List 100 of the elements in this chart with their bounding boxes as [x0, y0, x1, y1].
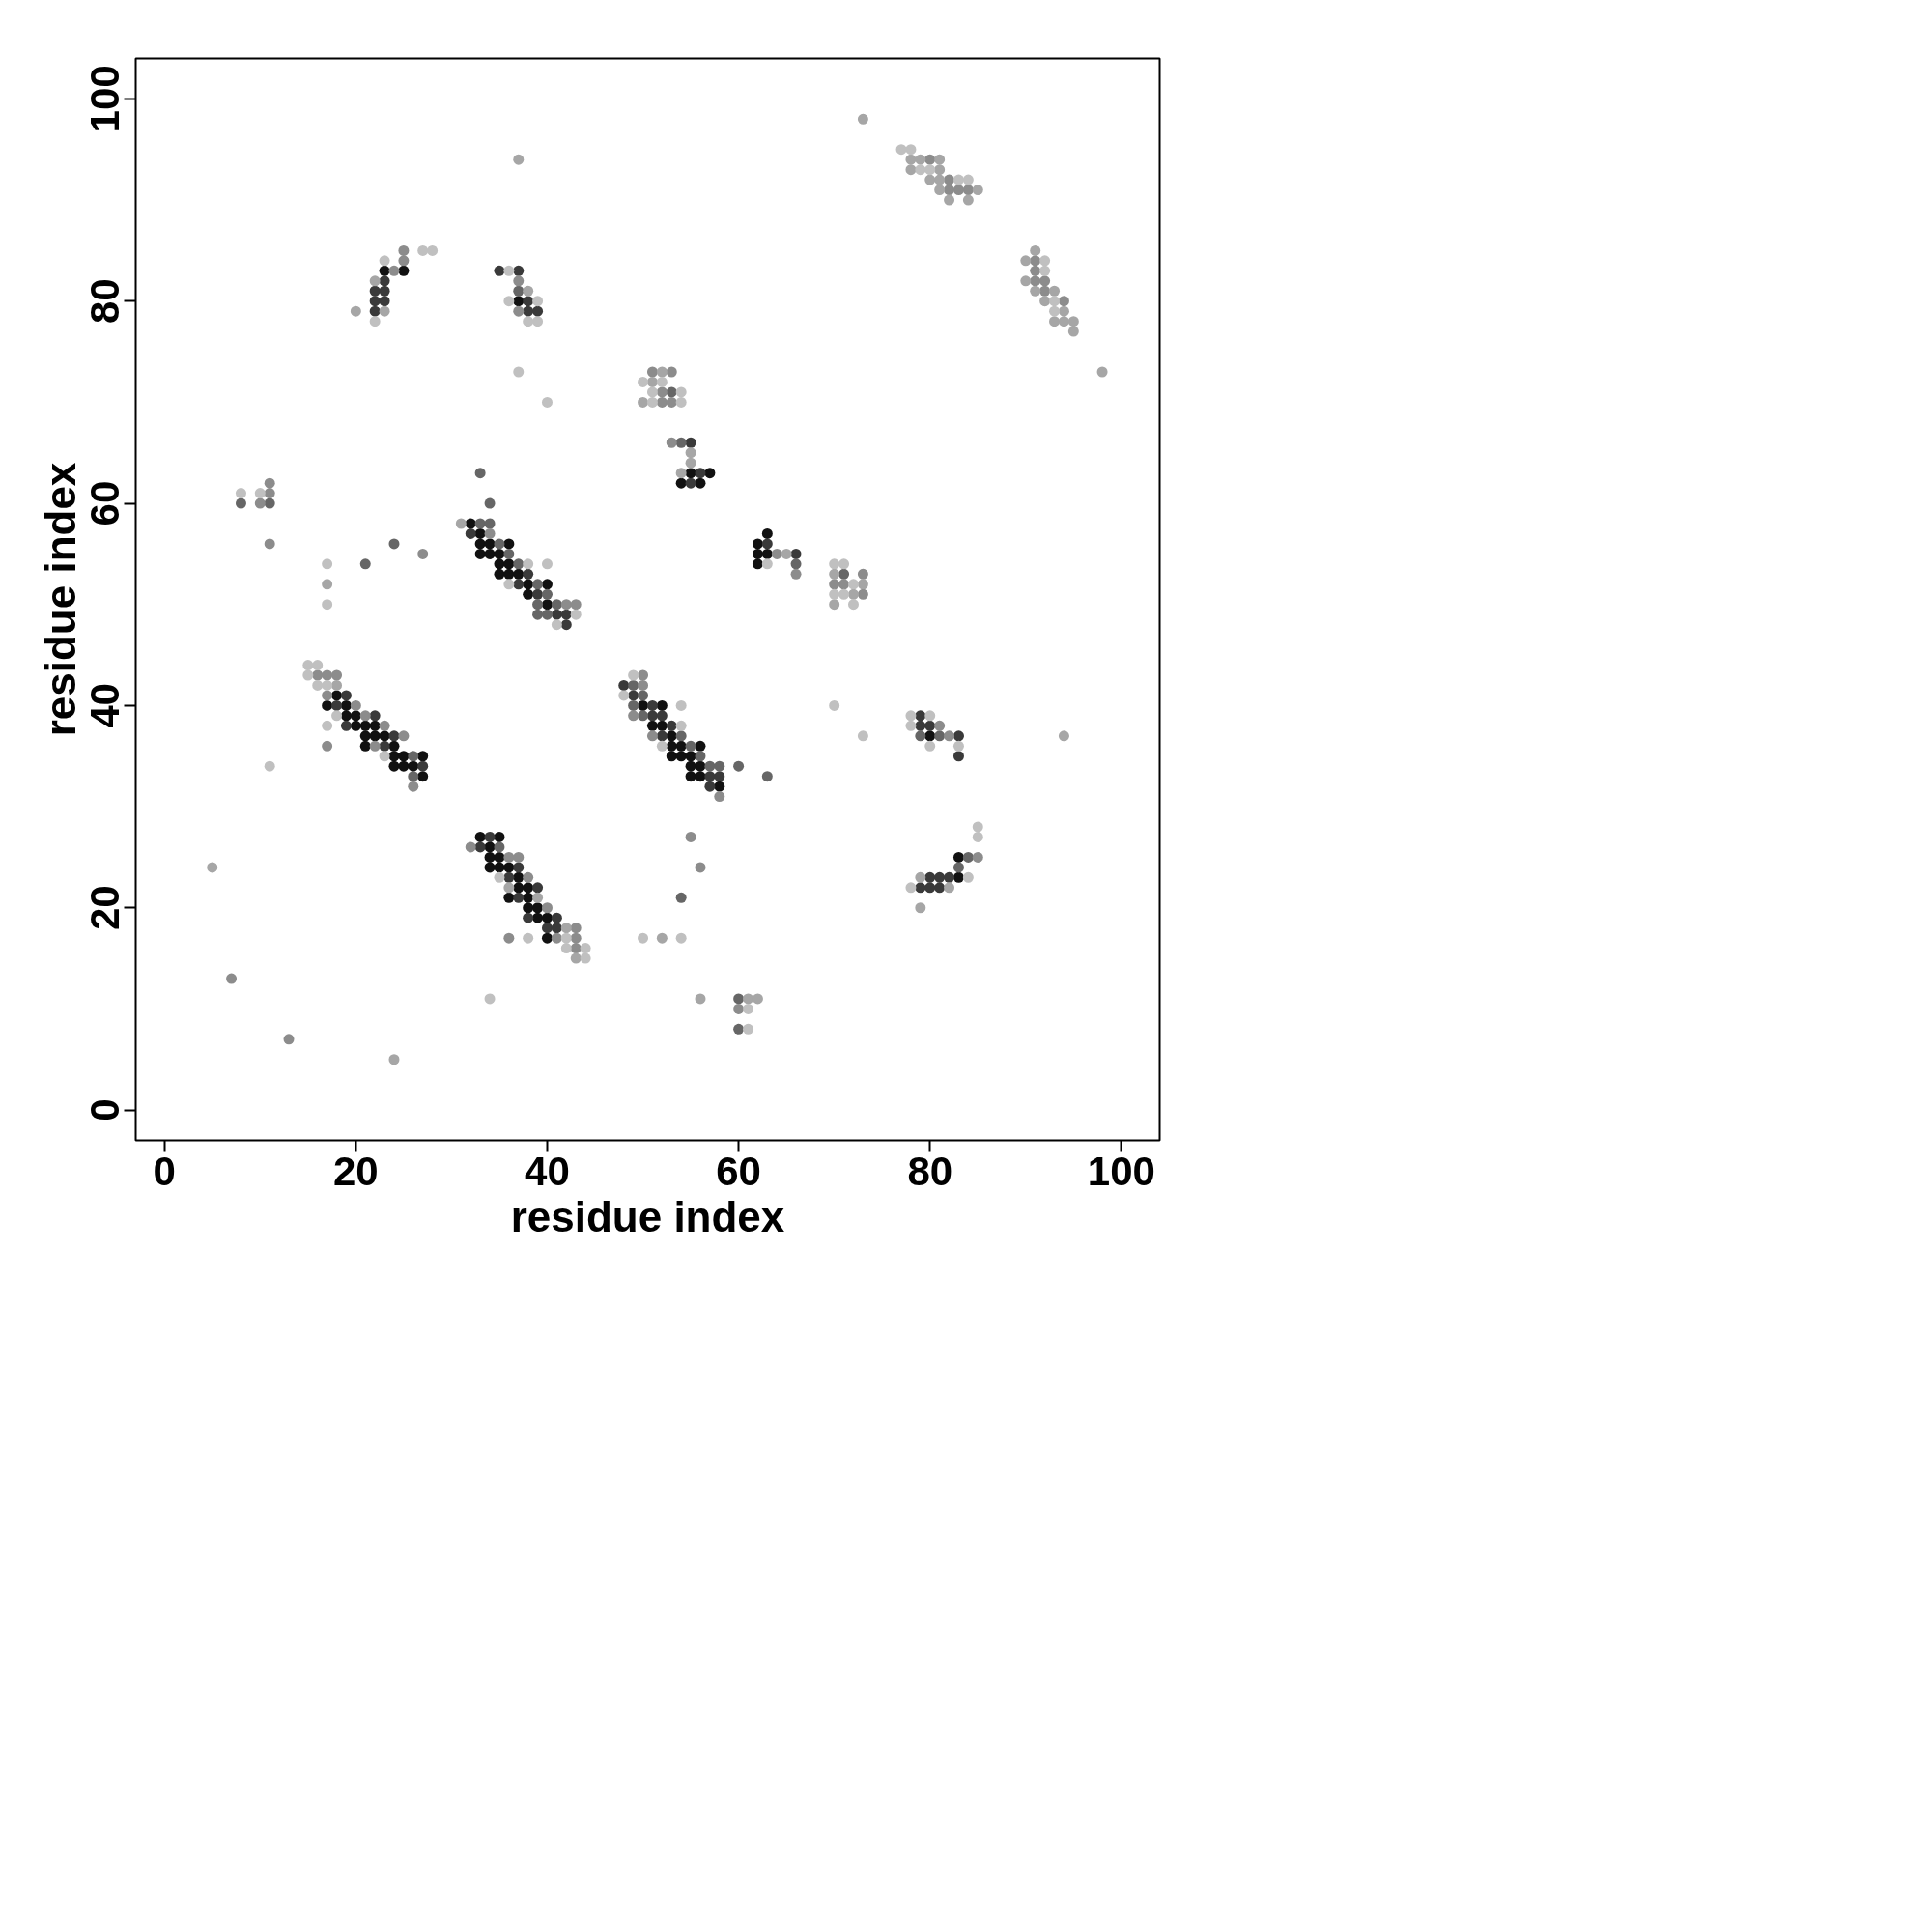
point [915, 902, 926, 914]
point [714, 760, 725, 772]
point [1049, 316, 1061, 327]
point [1030, 244, 1041, 256]
point [704, 760, 716, 772]
point [1096, 366, 1108, 378]
x-tick-label: 80 [907, 1148, 953, 1194]
x-tick-label: 100 [1087, 1148, 1155, 1194]
point [675, 468, 687, 479]
point [331, 679, 343, 691]
point [915, 871, 926, 883]
point [369, 275, 381, 287]
point [513, 285, 525, 297]
x-tick-label: 40 [525, 1148, 570, 1194]
point [790, 558, 802, 570]
point [934, 174, 946, 185]
point [235, 497, 246, 509]
point [752, 993, 763, 1005]
point [1058, 730, 1069, 742]
point [503, 548, 515, 559]
point [934, 154, 946, 165]
point [695, 751, 706, 762]
point [685, 740, 696, 752]
point [455, 518, 467, 529]
point [484, 497, 496, 509]
point [934, 730, 946, 742]
point [829, 568, 840, 580]
point [733, 1023, 745, 1035]
point [532, 599, 544, 611]
point [656, 932, 668, 944]
point [656, 366, 668, 378]
y-axis-title: residue index [36, 462, 84, 737]
point [972, 185, 983, 196]
point [685, 457, 696, 469]
point [513, 154, 525, 165]
point [685, 447, 696, 459]
y-tick-label: 0 [82, 1098, 128, 1122]
point [264, 497, 275, 509]
point [695, 993, 706, 1005]
point [570, 952, 582, 964]
point [350, 305, 361, 317]
point [962, 194, 974, 206]
point [847, 588, 859, 600]
point [1067, 326, 1079, 337]
point [503, 882, 515, 894]
point [388, 538, 400, 550]
point [1058, 316, 1069, 327]
point [1039, 296, 1051, 307]
point [675, 437, 687, 448]
point [474, 518, 486, 529]
point [838, 568, 850, 580]
point [761, 771, 773, 782]
point [532, 892, 544, 903]
point [532, 609, 544, 620]
point [733, 760, 745, 772]
point [638, 396, 649, 408]
point [474, 468, 486, 479]
point [541, 588, 553, 600]
point [513, 558, 525, 570]
point [1030, 285, 1041, 297]
point [532, 579, 544, 590]
point [646, 376, 658, 387]
point [675, 730, 687, 742]
point [952, 862, 964, 873]
y-tick-label: 40 [82, 683, 128, 728]
point [484, 518, 496, 529]
point [408, 771, 419, 782]
point [915, 730, 926, 742]
point [638, 710, 649, 722]
point [1049, 285, 1061, 297]
y-tick-label: 100 [82, 65, 128, 133]
y-tick-label: 20 [82, 885, 128, 931]
y-tick-label: 80 [82, 278, 128, 325]
point [675, 892, 687, 903]
point [638, 690, 649, 701]
point [934, 185, 946, 196]
point [857, 113, 868, 125]
x-axis-title: residue index [510, 1192, 785, 1240]
point [733, 993, 745, 1005]
x-tick-label: 0 [153, 1148, 176, 1194]
point [743, 993, 754, 1005]
point [1020, 255, 1032, 267]
point [944, 882, 955, 894]
point [944, 194, 955, 206]
point [541, 609, 553, 620]
point [322, 579, 333, 590]
point [359, 558, 371, 570]
point [408, 751, 419, 762]
point [494, 841, 505, 853]
point [379, 305, 390, 317]
point [924, 174, 936, 185]
point [628, 699, 639, 711]
point [523, 285, 534, 297]
point [934, 164, 946, 176]
point [905, 164, 917, 176]
point [551, 599, 562, 611]
x-tick-label: 60 [716, 1148, 761, 1194]
point [905, 154, 917, 165]
point [1020, 275, 1032, 287]
point [1058, 305, 1069, 317]
